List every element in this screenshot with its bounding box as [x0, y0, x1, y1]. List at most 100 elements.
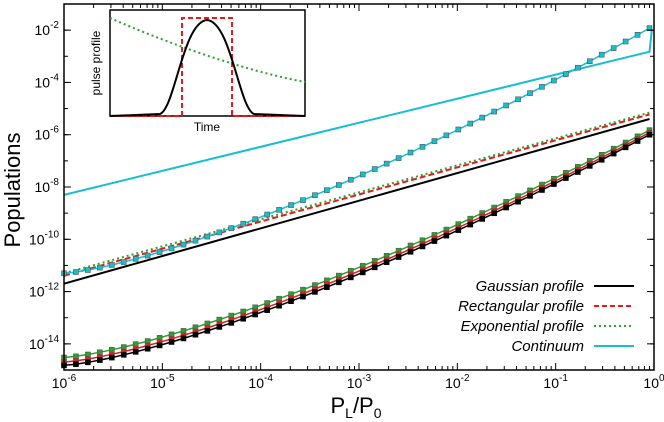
marker-point: [276, 207, 282, 213]
marker-point: [610, 45, 617, 51]
marker-point: [156, 249, 163, 255]
marker-point: [85, 351, 91, 358]
marker-point: [586, 58, 593, 65]
pulse-profile-inset: pulse profile Time: [89, 9, 306, 134]
y-tick-label: 10-10: [29, 229, 59, 247]
marker-point: [97, 349, 103, 356]
marker-point: [97, 264, 103, 271]
marker-point: [455, 126, 462, 133]
marker-point: [228, 320, 235, 326]
y-tick-label: 10-8: [35, 177, 60, 195]
series-line-exponential: [63, 111, 650, 275]
marker-point: [419, 144, 426, 150]
marker-point: [563, 175, 569, 181]
marker-point: [527, 193, 533, 199]
marker-point: [419, 243, 426, 250]
marker-point: [622, 38, 629, 45]
marker-point: [443, 132, 450, 139]
marker-point: [204, 233, 211, 240]
marker-point: [108, 354, 115, 361]
marker-point: [467, 221, 474, 228]
marker-point: [443, 232, 450, 239]
marker-point: [264, 307, 270, 313]
legend: Gaussian profile Rectangular profile Exp…: [458, 278, 634, 355]
marker-point: [204, 328, 211, 334]
marker-point: [539, 187, 545, 193]
marker-point: [539, 84, 545, 90]
marker-point: [407, 248, 414, 255]
marker-point: [180, 335, 187, 342]
marker-point: [455, 227, 462, 233]
marker-point: [73, 269, 79, 275]
marker-point: [312, 192, 318, 198]
y-tick-label: 10-14: [29, 334, 59, 352]
x-tick-label: 10-2: [445, 373, 470, 391]
x-tick-label: 10-1: [543, 373, 568, 391]
y-tick-label: 10-6: [35, 125, 60, 143]
x-tick-label: 10-5: [150, 373, 175, 391]
marker-point: [300, 197, 306, 203]
marker-point: [467, 120, 474, 127]
marker-point: [228, 225, 235, 231]
marker-point: [97, 357, 103, 363]
marker-point: [610, 150, 617, 157]
marker-point: [347, 176, 354, 183]
series-line-gaussian: [63, 118, 650, 285]
inset-y-label: pulse profile: [89, 30, 103, 95]
legend-label-exponential: Exponential profile: [461, 318, 584, 335]
marker-point: [336, 279, 342, 286]
y-tick-label: 10-4: [35, 72, 60, 90]
marker-point: [407, 149, 414, 156]
marker-point: [120, 259, 127, 265]
marker-point: [85, 267, 91, 273]
marker-point: [144, 252, 151, 259]
marker-point: [371, 264, 378, 271]
marker-point: [359, 269, 366, 276]
marker-point: [85, 359, 91, 366]
marker-point: [192, 331, 199, 338]
marker-point: [503, 204, 509, 211]
marker-point: [192, 237, 199, 244]
inset-frame: [109, 9, 306, 117]
marker-point: [383, 160, 390, 167]
inset-exponential-curve: [109, 17, 306, 83]
legend-label-continuum: Continuum: [511, 338, 584, 355]
marker-point: [479, 114, 486, 121]
marker-point: [73, 361, 79, 367]
x-tick-label: 100: [643, 373, 664, 391]
marker-point: [252, 216, 258, 222]
x-tick-label: 10-6: [52, 373, 77, 391]
y-tick-label: 10-12: [29, 282, 59, 300]
marker-point: [395, 155, 402, 161]
marker-point: [73, 353, 79, 360]
inset-x-label: Time: [194, 120, 221, 134]
marker-point: [168, 245, 175, 252]
marker-point: [551, 181, 557, 187]
marker-point: [491, 210, 497, 217]
marker-point: [108, 262, 115, 268]
marker-point: [240, 220, 247, 227]
marker-point: [515, 96, 521, 103]
inset-gaussian-curve: [109, 18, 306, 117]
marker-point: [324, 284, 330, 290]
marker-point: [120, 352, 127, 358]
marker-point: [634, 138, 641, 144]
marker-point: [575, 169, 581, 175]
legend-label-gaussian: Gaussian profile: [476, 278, 584, 295]
marker-point: [132, 256, 139, 262]
marker-point: [300, 293, 306, 300]
marker-point: [383, 259, 390, 266]
marker-point: [479, 216, 486, 222]
marker-point: [622, 144, 629, 151]
marker-point: [586, 163, 593, 169]
marker-point: [431, 238, 438, 244]
marker-point: [431, 138, 438, 144]
marker-point: [240, 315, 247, 322]
marker-point: [563, 71, 569, 77]
marker-point: [264, 211, 270, 218]
marker-point: [276, 302, 282, 309]
marker-point: [324, 187, 330, 193]
marker-point: [288, 298, 294, 304]
marker-point: [144, 345, 151, 352]
